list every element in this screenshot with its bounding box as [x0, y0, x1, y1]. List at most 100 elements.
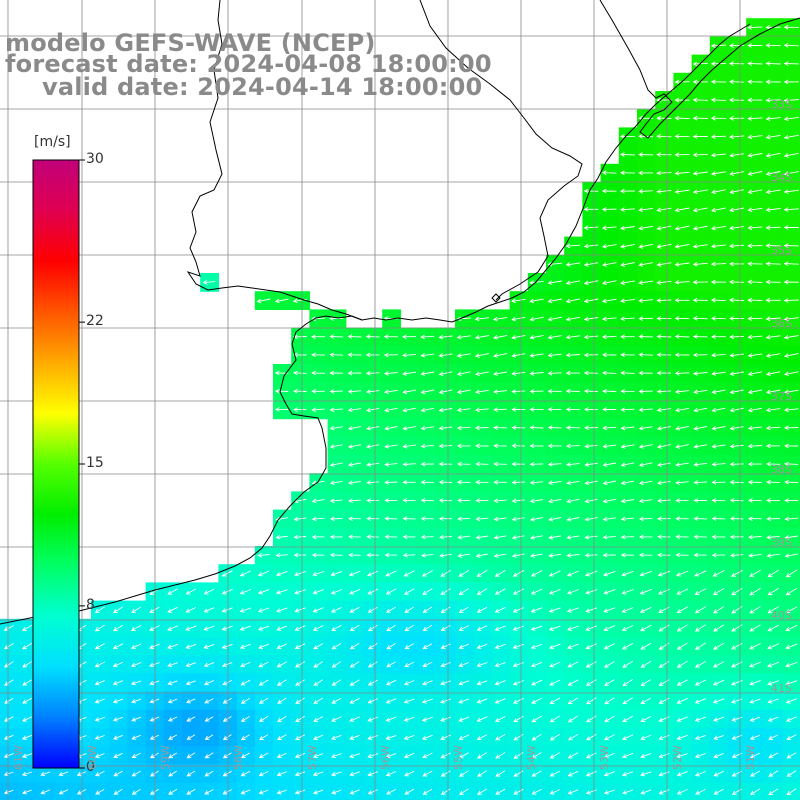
wind-arrow	[713, 716, 725, 722]
wind-arrow	[349, 716, 360, 722]
wind-arrow	[476, 588, 488, 595]
wind-arrow	[494, 606, 506, 613]
wind-arrow	[712, 679, 725, 686]
wind-arrow	[3, 789, 14, 795]
wind-arrow	[694, 570, 707, 577]
wind-arrow	[603, 625, 616, 632]
longitude-label: 59W	[159, 745, 172, 770]
wind-arrow	[584, 480, 598, 486]
wind-arrow	[565, 352, 581, 358]
wind-arrow	[474, 425, 489, 431]
wind-arrow	[638, 462, 653, 468]
wind-arrow	[711, 498, 726, 503]
wind-arrow	[783, 335, 799, 340]
wind-arrow	[222, 734, 232, 741]
wind-arrow	[565, 334, 581, 340]
wind-arrow	[676, 716, 688, 722]
wind-arrow	[385, 716, 397, 722]
wind-arrow	[694, 679, 706, 686]
wind-arrow	[167, 662, 178, 668]
wind-arrow	[621, 752, 634, 759]
wind-arrow	[675, 534, 689, 540]
wind-arrow	[240, 679, 251, 686]
wind-arrow	[747, 25, 763, 30]
wind-arrow	[566, 535, 580, 540]
wind-arrow	[729, 61, 745, 66]
wind-arrow	[603, 643, 616, 650]
wind-arrow	[130, 643, 142, 650]
longitude-label: 54W	[525, 745, 538, 770]
wind-arrow	[602, 388, 617, 394]
latitude-label: 33S	[771, 98, 792, 111]
longitude-label: 53W	[598, 745, 611, 770]
wind-arrow	[675, 425, 690, 431]
wind-arrow	[311, 407, 325, 413]
wind-arrow	[312, 625, 324, 631]
wind-arrow	[565, 388, 580, 394]
wind-arrow	[293, 516, 307, 522]
wind-arrow	[694, 642, 706, 650]
wind-arrow	[131, 734, 141, 740]
wind-arrow	[456, 425, 471, 431]
wind-arrow	[440, 788, 451, 795]
wind-arrow	[549, 770, 561, 777]
wind-vector-field	[3, 24, 799, 796]
wind-arrow	[313, 734, 324, 740]
latitude-label: 34S	[771, 171, 792, 184]
wind-arrow	[729, 189, 745, 195]
wind-arrow	[766, 479, 781, 485]
wind-arrow	[747, 371, 763, 377]
wind-arrow	[494, 643, 506, 649]
wind-arrow	[657, 516, 671, 522]
wind-arrow	[511, 498, 525, 504]
wind-arrow	[713, 624, 725, 632]
wind-arrow	[420, 407, 434, 413]
longitude-label: 51W	[744, 745, 757, 770]
wind-arrow	[512, 625, 525, 631]
wind-arrow	[765, 353, 781, 358]
wind-arrow	[640, 660, 652, 668]
wind-arrow	[548, 553, 562, 558]
wind-arrow	[494, 662, 506, 668]
wind-arrow	[620, 534, 635, 540]
wind-arrow	[401, 334, 417, 340]
wind-arrow	[730, 661, 743, 668]
wind-arrow	[94, 606, 105, 614]
wind-arrow	[785, 716, 797, 722]
wind-arrow	[711, 426, 726, 431]
wind-arrow	[440, 625, 451, 631]
wind-arrow	[313, 661, 324, 668]
wind-arrow	[676, 753, 688, 759]
wind-arrow	[692, 171, 708, 176]
wind-arrow	[619, 188, 635, 194]
wind-arrow	[130, 680, 142, 686]
wind-arrow	[747, 516, 762, 521]
wind-arrow	[658, 606, 670, 613]
wind-arrow	[749, 643, 761, 650]
wind-arrow	[21, 771, 32, 777]
wind-arrow	[367, 789, 378, 795]
wind-arrow	[765, 334, 781, 340]
wind-arrow	[313, 643, 324, 650]
wind-arrow	[475, 535, 489, 540]
wind-arrow	[785, 624, 798, 632]
wind-arrow	[548, 643, 561, 650]
wind-arrow	[365, 371, 380, 376]
wind-arrow	[511, 353, 526, 358]
wind-arrow	[239, 625, 251, 631]
wind-arrow	[513, 733, 524, 741]
wind-arrow	[785, 698, 798, 704]
wind-arrow	[186, 788, 196, 795]
wind-arrow	[620, 516, 635, 522]
wind-arrow	[657, 498, 671, 504]
wind-arrow	[765, 261, 781, 267]
wind-arrow	[383, 334, 398, 339]
wind-arrow	[639, 570, 652, 577]
wind-arrow	[531, 788, 542, 795]
wind-arrow	[586, 697, 597, 705]
wind-arrow	[692, 207, 708, 213]
wind-arrow	[583, 298, 599, 304]
wind-arrow	[113, 788, 123, 795]
wind-arrow	[747, 43, 763, 48]
